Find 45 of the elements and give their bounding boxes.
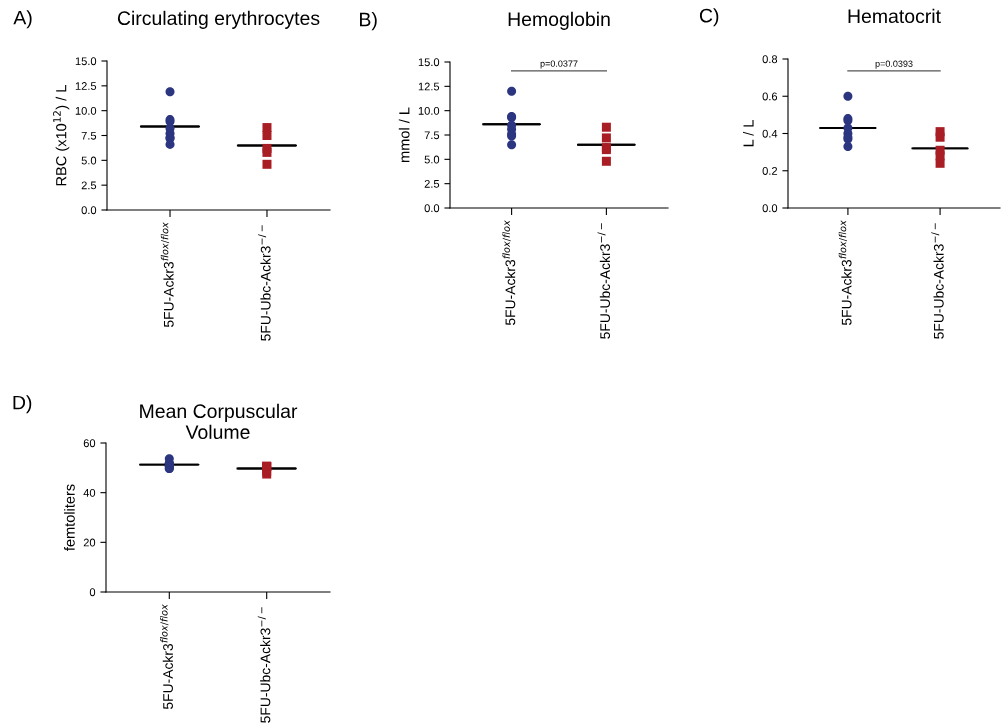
y-tick-label: 40 (83, 488, 96, 497)
x-tick-label: 5FU-Ubc-Ackr3$^{−/−}$ (597, 223, 611, 339)
annotation: p=0.0393 (875, 60, 913, 69)
y-tick-label: 0.2 (762, 167, 778, 175)
y-tick-label: 15.0 (75, 57, 97, 66)
text: D) (13, 395, 32, 414)
x-tick-label: 5FU-Ubc-Ackr3$^{−/−}$ (258, 225, 271, 341)
y-tick-label: 60 (83, 439, 96, 448)
y-axis-title: RBC (x10$^{12}$) / L (53, 85, 70, 186)
x-tick-label: 5FU-Ubc-Ackr3$^{−/−}$ (257, 607, 271, 723)
text: B) (360, 12, 377, 31)
x-tick-label: 5FU-Ackr3$^{flox/flox}$ (160, 222, 174, 328)
text: C) (699, 8, 719, 27)
text: A) (13, 10, 32, 29)
y-tick-label: 10.0 (75, 106, 97, 115)
y-tick-label: 20 (83, 538, 96, 547)
y-tick-label: 12.5 (75, 82, 97, 90)
y-tick-label: 2.5 (81, 181, 97, 190)
y-tick-label: 10.0 (418, 106, 440, 115)
x-tick-label: 5FU-Ackr3$^{flox/flox}$ (160, 604, 173, 710)
x-tick-label: 5FU-Ackr3$^{flox/flox}$ (838, 220, 852, 326)
y-tick-label: 5.0 (81, 156, 97, 165)
y-axis-title: mmol / L (398, 107, 410, 162)
y-tick-label: 12.5 (418, 82, 440, 91)
x-tick-label: 5FU-Ubc-Ackr3$^{−/−}$ (931, 223, 944, 339)
y-tick-label: 0.0 (81, 206, 97, 215)
y-tick-label: 0 (89, 588, 96, 597)
y-tick-label: 15.0 (418, 58, 440, 67)
y-axis-title: femtoliters (64, 484, 75, 551)
chart-title: Hematocrit (848, 8, 941, 24)
y-tick-label: 0.4 (762, 129, 778, 138)
chart-title: Mean Corpuscular Volume (140, 403, 298, 440)
chart-title: Circulating erythrocytes (117, 10, 320, 29)
y-tick-label: 5.0 (424, 155, 440, 164)
y-tick-label: 2.5 (424, 179, 440, 188)
y-tick-label: 0.8 (762, 55, 778, 64)
y-axis-title: L / L (742, 120, 754, 147)
y-tick-label: 0.0 (424, 204, 440, 213)
y-tick-label: 0.0 (762, 204, 778, 213)
y-tick-label: 0.6 (762, 92, 778, 101)
annotation: p=0.0377 (540, 60, 578, 69)
y-tick-label: 7.5 (81, 131, 97, 140)
chart-title: Hemoglobin (508, 11, 610, 30)
x-tick-label: 5FU-Ackr3$^{flox/flox}$ (502, 220, 516, 326)
y-tick-label: 7.5 (424, 131, 440, 140)
